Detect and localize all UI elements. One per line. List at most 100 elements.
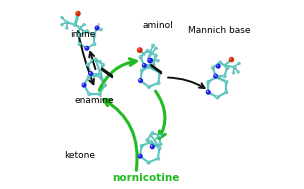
Circle shape — [215, 75, 219, 78]
Circle shape — [65, 21, 67, 22]
Circle shape — [98, 23, 100, 26]
Circle shape — [229, 57, 234, 62]
Circle shape — [89, 72, 93, 76]
Circle shape — [78, 34, 82, 38]
Circle shape — [65, 20, 68, 24]
Circle shape — [147, 85, 151, 89]
Circle shape — [159, 143, 161, 144]
Circle shape — [232, 71, 235, 74]
Circle shape — [158, 146, 162, 150]
Circle shape — [225, 80, 229, 84]
Circle shape — [98, 60, 102, 63]
Circle shape — [154, 46, 157, 50]
Circle shape — [102, 64, 103, 65]
Circle shape — [140, 68, 144, 72]
Circle shape — [82, 83, 87, 88]
Circle shape — [84, 46, 89, 51]
Circle shape — [147, 85, 151, 89]
Circle shape — [237, 71, 240, 74]
Circle shape — [147, 86, 149, 87]
Circle shape — [151, 145, 152, 147]
Circle shape — [60, 16, 63, 19]
Circle shape — [158, 147, 159, 148]
Circle shape — [146, 138, 150, 142]
Circle shape — [158, 71, 160, 73]
Circle shape — [139, 155, 143, 159]
Circle shape — [206, 90, 211, 95]
Circle shape — [92, 34, 97, 38]
Circle shape — [156, 59, 159, 62]
Text: Mannich base: Mannich base — [188, 26, 250, 35]
Circle shape — [99, 60, 102, 63]
Circle shape — [158, 142, 162, 146]
Circle shape — [79, 26, 80, 28]
Circle shape — [138, 48, 140, 50]
Circle shape — [158, 71, 162, 74]
Circle shape — [207, 91, 208, 92]
Circle shape — [139, 79, 141, 81]
Circle shape — [237, 71, 238, 72]
Circle shape — [150, 134, 151, 135]
Circle shape — [141, 69, 142, 70]
Circle shape — [93, 43, 94, 44]
Circle shape — [85, 47, 89, 51]
Circle shape — [103, 84, 107, 87]
Circle shape — [155, 47, 156, 48]
Circle shape — [154, 47, 158, 50]
Circle shape — [78, 42, 82, 46]
Circle shape — [78, 26, 82, 30]
Circle shape — [152, 63, 156, 67]
Circle shape — [87, 74, 91, 78]
Circle shape — [225, 81, 226, 82]
Circle shape — [158, 71, 162, 75]
Circle shape — [157, 146, 161, 150]
Circle shape — [61, 16, 62, 18]
Circle shape — [86, 63, 90, 67]
Circle shape — [150, 134, 153, 137]
Circle shape — [233, 66, 234, 67]
Circle shape — [101, 63, 105, 67]
Circle shape — [225, 91, 226, 92]
Circle shape — [99, 28, 103, 32]
Circle shape — [98, 93, 100, 94]
Circle shape — [232, 72, 235, 75]
Circle shape — [206, 80, 210, 84]
Circle shape — [150, 64, 153, 68]
Circle shape — [157, 81, 161, 85]
Circle shape — [225, 91, 229, 94]
Circle shape — [232, 65, 236, 69]
Circle shape — [216, 75, 219, 79]
Circle shape — [143, 64, 144, 66]
Circle shape — [140, 145, 142, 146]
Circle shape — [152, 44, 153, 45]
Circle shape — [150, 145, 155, 149]
Circle shape — [89, 72, 91, 74]
Circle shape — [78, 34, 80, 36]
Circle shape — [147, 161, 150, 164]
Circle shape — [82, 30, 85, 33]
Circle shape — [207, 80, 211, 84]
Circle shape — [207, 91, 208, 92]
Circle shape — [216, 96, 217, 98]
Circle shape — [101, 63, 105, 67]
Circle shape — [206, 90, 211, 94]
Circle shape — [146, 50, 147, 51]
Circle shape — [151, 132, 152, 133]
Circle shape — [73, 23, 76, 26]
Circle shape — [213, 74, 219, 79]
Circle shape — [206, 90, 210, 94]
Circle shape — [147, 161, 148, 163]
Circle shape — [143, 64, 144, 66]
Circle shape — [83, 31, 84, 32]
Circle shape — [103, 83, 107, 87]
Circle shape — [98, 74, 102, 78]
Circle shape — [137, 47, 143, 53]
Circle shape — [207, 81, 208, 82]
Circle shape — [149, 140, 153, 144]
Circle shape — [75, 11, 81, 17]
Circle shape — [98, 75, 100, 76]
Circle shape — [86, 63, 90, 67]
Circle shape — [139, 56, 140, 57]
Circle shape — [150, 131, 155, 135]
Circle shape — [82, 83, 86, 87]
